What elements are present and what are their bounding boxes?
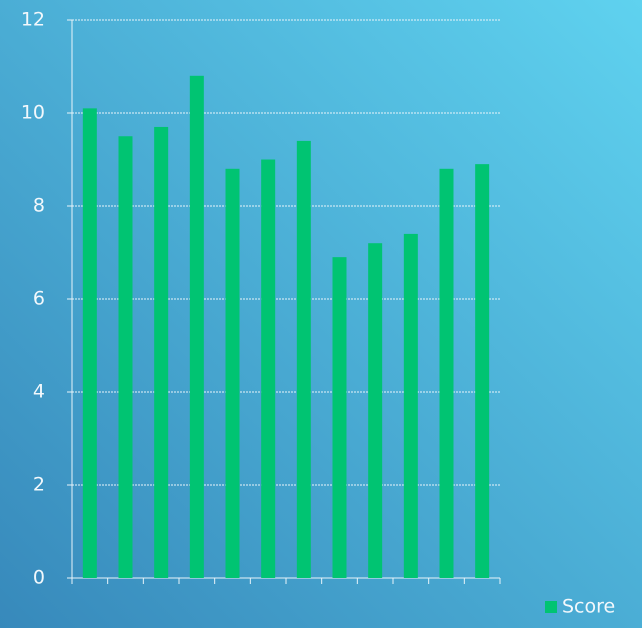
bar — [261, 159, 276, 578]
bar — [475, 164, 490, 578]
y-tick-label: 8 — [33, 195, 45, 217]
legend-label: Score — [562, 596, 615, 618]
bar — [189, 75, 204, 579]
y-tick-label: 0 — [33, 567, 45, 589]
bar — [368, 243, 383, 578]
legend-swatch — [545, 601, 557, 613]
bar — [332, 257, 347, 578]
bar — [154, 126, 169, 578]
bar — [82, 108, 97, 578]
bar — [225, 168, 240, 579]
bar — [296, 140, 311, 578]
bar — [403, 233, 418, 578]
y-tick-label: 4 — [33, 381, 45, 403]
bar — [118, 136, 133, 578]
y-tick-label: 12 — [21, 9, 45, 31]
y-tick-label: 10 — [21, 102, 45, 124]
plot-area: 0 2 4 6 8 10 12 Score — [21, 9, 615, 618]
bar — [439, 168, 454, 579]
y-tick-label: 2 — [33, 474, 45, 496]
y-tick-label: 6 — [33, 288, 45, 310]
